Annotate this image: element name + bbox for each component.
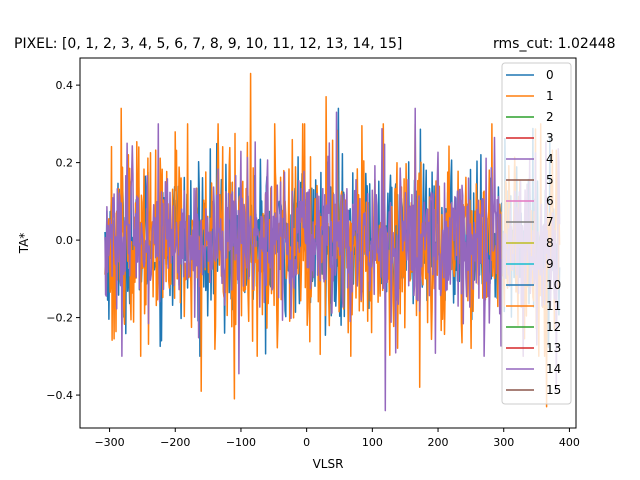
plot-axes: −300 −200 −100 0 100 200 300 400 −0.4−0.20.00.2… (46, 57, 580, 449)
x-tick-label: −100 (226, 436, 256, 449)
legend-label: 13 (546, 341, 561, 355)
y-tick-label: −0.2 (46, 312, 73, 325)
x-tick-label: 100 (362, 436, 383, 449)
x-tick-label: −200 (160, 436, 190, 449)
legend-label: 6 (546, 194, 554, 208)
legend-label: 1 (546, 89, 554, 103)
y-tick-label: 0.0 (56, 234, 74, 247)
plot-clip (104, 72, 561, 412)
legend-label: 11 (546, 299, 561, 313)
y-tick-label: −0.4 (46, 389, 73, 402)
x-tick-label: 400 (559, 436, 580, 449)
x-ticks: −300 −200 −100 0 100 200 300 400 (94, 428, 580, 449)
legend-label: 15 (546, 383, 561, 397)
legend-label: 2 (546, 110, 554, 124)
y-tick-label: 0.2 (56, 157, 74, 170)
legend-box (501, 62, 572, 405)
y-tick-label: 0.4 (56, 79, 74, 92)
series-lines (104, 72, 561, 412)
x-axis-label: VLSR (313, 457, 344, 471)
legend-label: 7 (546, 215, 554, 229)
x-tick-label: −300 (94, 436, 124, 449)
legend-label: 0 (546, 68, 554, 82)
axes-frame (79, 57, 577, 429)
chart-title-left: PIXEL: [0, 1, 2, 3, 4, 5, 6, 7, 8, 9, 10… (14, 36, 402, 52)
legend-label: 8 (546, 236, 554, 250)
x-tick-label: 0 (303, 436, 310, 449)
x-tick-label: 300 (493, 436, 514, 449)
series-line-14 (104, 107, 561, 412)
legend-label: 5 (546, 173, 554, 187)
y-axis-label: TA* (17, 233, 31, 255)
legend-label: 14 (546, 362, 561, 376)
legend-label: 10 (546, 278, 561, 292)
legend-label: 9 (546, 257, 554, 271)
x-tick-label: 200 (428, 436, 449, 449)
legend-label: 12 (546, 320, 561, 334)
y-ticks: −0.4 −0.2 0.0 0.2 0.4 (46, 79, 80, 402)
legend-label: 4 (546, 152, 554, 166)
legend-label: 3 (546, 131, 554, 145)
chart-title-right: rms_cut: 1.02448 (493, 36, 616, 52)
